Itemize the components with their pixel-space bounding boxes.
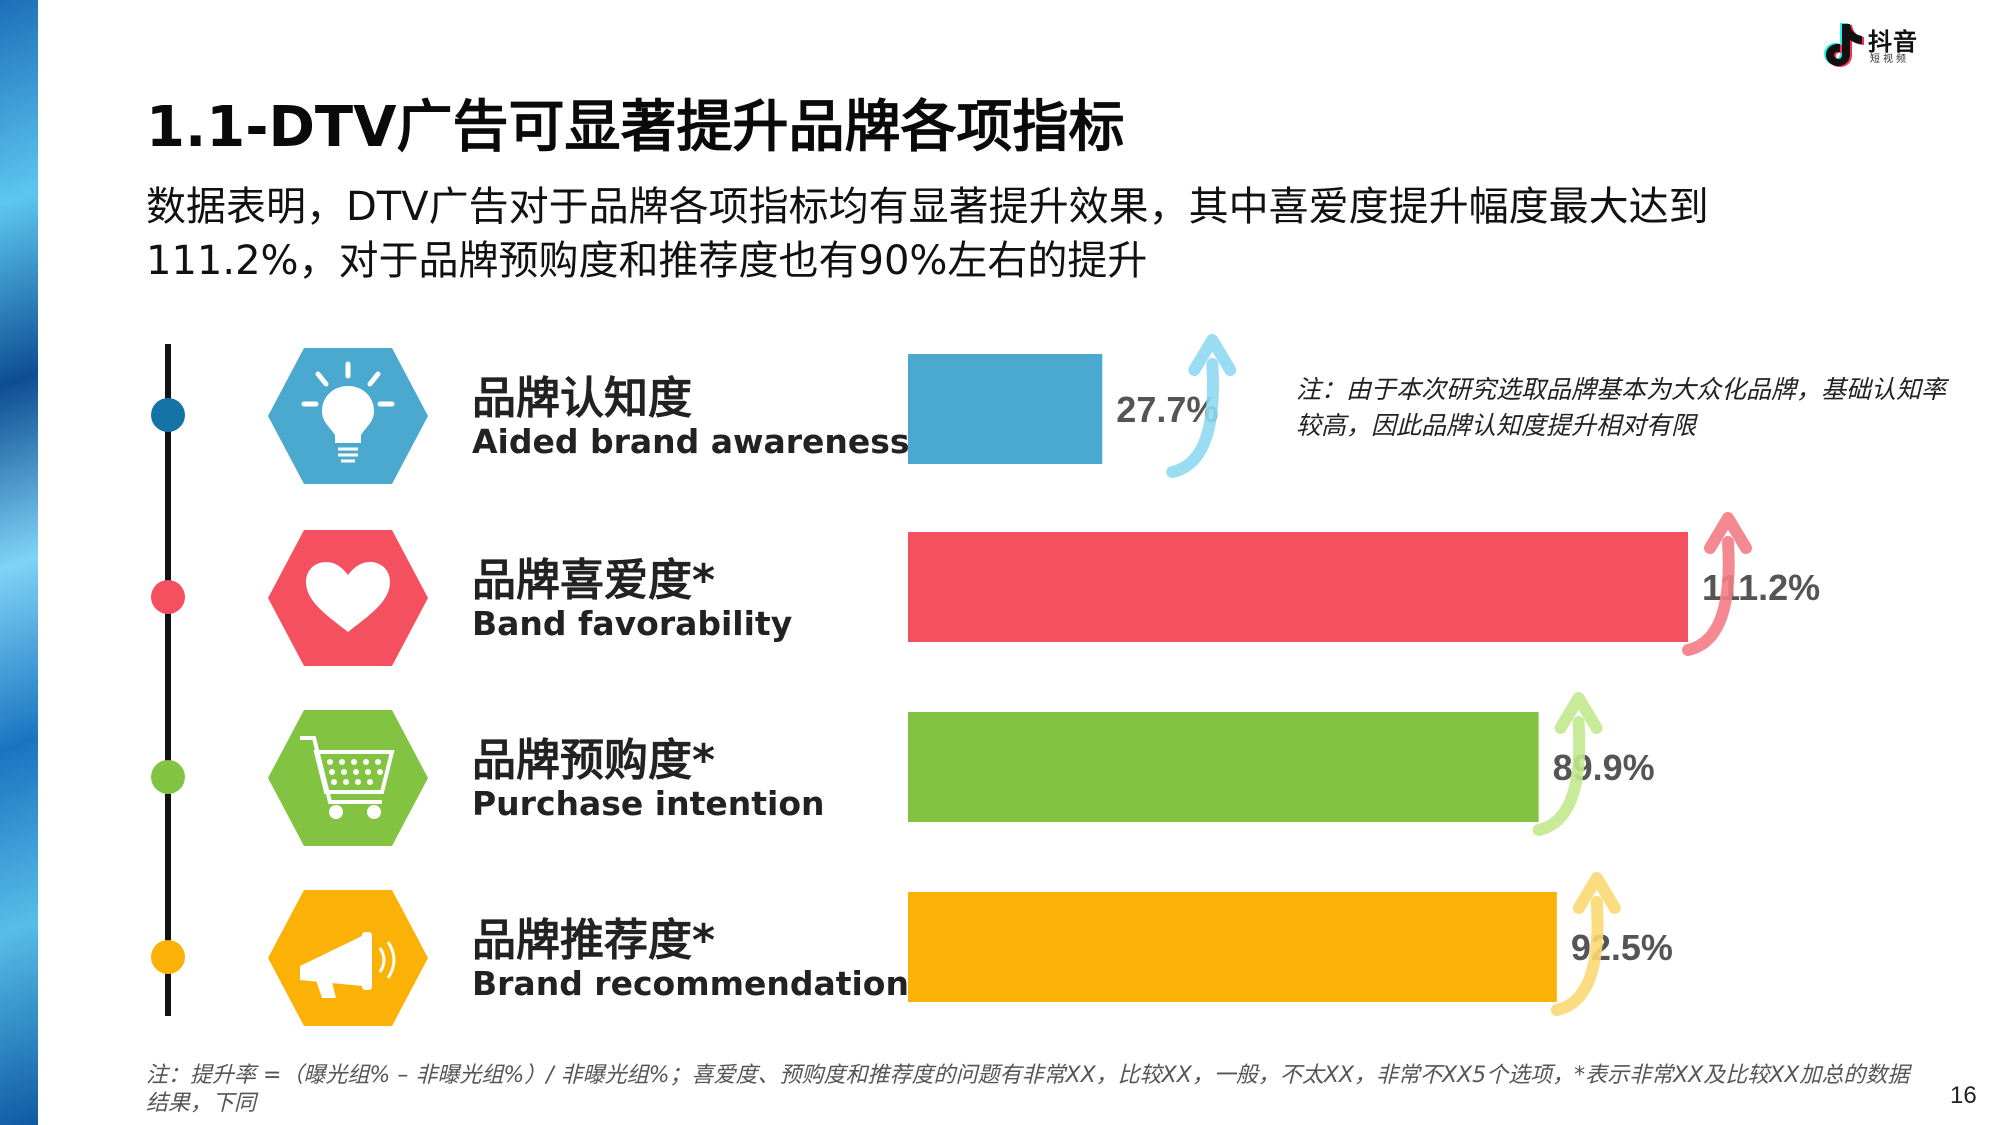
category-label-zh: 品牌喜爱度*	[472, 555, 716, 606]
up-arrow-head-icon	[1704, 512, 1752, 554]
bar-4	[908, 892, 1557, 1002]
category-label-zh: 品牌推荐度*	[472, 915, 716, 966]
brand-logo: 抖音 短视频	[1818, 16, 1928, 68]
category-label-en: Aided brand awareness	[472, 422, 910, 461]
up-arrow-icon	[1682, 536, 1735, 656]
shopping-cart-icon	[268, 710, 428, 846]
page-subtitle: 数据表明，DTV广告对于品牌各项指标均有显著提升效果，其中喜爱度提升幅度最大达到…	[146, 184, 1709, 284]
category-label-en: Band favorability	[472, 604, 793, 643]
up-arrow-icon	[1550, 896, 1604, 1016]
side-note: 注：由于本次研究选取品牌基本为大众化品牌，基础认知率较高，因此品牌认知度提升相对…	[1296, 375, 1947, 440]
bar-2	[908, 532, 1688, 642]
timeline-line	[165, 344, 171, 1016]
up-arrow-head-icon	[1554, 692, 1603, 734]
bar-3	[908, 712, 1539, 822]
bar-value-label: 27.7%	[1116, 389, 1218, 430]
bar-chart: 27.7%111.2%89.9%92.5%	[908, 334, 1820, 1016]
megaphone-icon	[268, 890, 428, 1026]
up-arrow-icon	[1532, 716, 1586, 836]
up-arrow-icon	[1166, 358, 1219, 478]
up-arrow-head-icon	[1572, 872, 1621, 914]
page-number: 16	[1950, 1082, 1977, 1109]
timeline-dot	[151, 760, 185, 794]
heart-icon	[268, 530, 428, 666]
timeline-dot	[151, 398, 185, 432]
lightbulb-icon	[268, 348, 428, 484]
music-note-icon	[1824, 23, 1864, 67]
brand-name: 抖音	[1868, 28, 1918, 56]
brand-subname: 短视频	[1870, 54, 1909, 65]
page-title: 1.1-DTV广告可显著提升品牌各项指标	[146, 95, 1125, 160]
timeline-dot	[151, 580, 185, 614]
bar-1	[908, 354, 1103, 464]
bar-value-label: 89.9%	[1553, 747, 1655, 788]
category-label-zh: 品牌预购度*	[472, 735, 716, 786]
footnote: 注：提升率 =（曝光组% – 非曝光组%）/ 非曝光组%；喜爱度、预购度和推荐度…	[146, 1063, 1910, 1116]
bar-value-label: 92.5%	[1571, 927, 1673, 968]
timeline-dot	[151, 940, 185, 974]
up-arrow-head-icon	[1188, 334, 1237, 376]
category-label-en: Purchase intention	[472, 784, 825, 823]
decorative-side-strip	[0, 0, 38, 1125]
category-label-en: Brand recommendation	[472, 964, 909, 1003]
category-label-zh: 品牌认知度	[472, 373, 692, 424]
